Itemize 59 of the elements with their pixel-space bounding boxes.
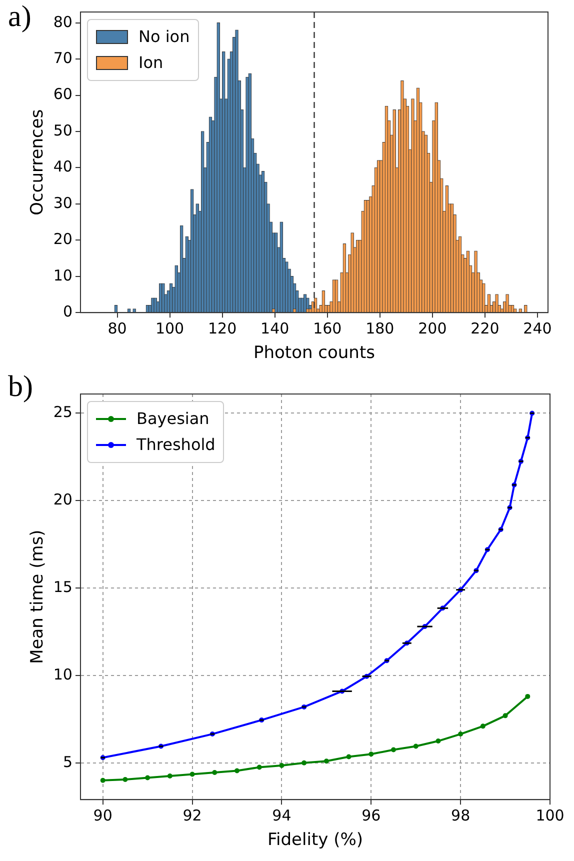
x-tick-label: 120	[208, 319, 237, 338]
point	[480, 724, 486, 729]
y-axis-title: Mean time (ms)	[28, 530, 48, 664]
point	[413, 744, 418, 749]
x-tick-label: 100	[155, 319, 184, 338]
legend-label: Threshold	[136, 434, 216, 456]
x-tick-label: 220	[470, 319, 500, 338]
y-tick-label: 60	[53, 85, 72, 104]
y-tick-label: 0	[62, 302, 72, 320]
point	[212, 770, 218, 775]
point	[458, 732, 464, 737]
y-tick-label: 20	[53, 230, 72, 248]
point	[122, 776, 128, 782]
x-tick-label: 96	[362, 806, 381, 824]
point	[502, 713, 508, 718]
x-tick-label: 98	[451, 806, 470, 824]
point	[346, 754, 352, 760]
y-tick-label: 20	[53, 490, 72, 509]
x-axis-title: Fidelity (%)	[267, 830, 363, 850]
text: a)	[8, 0, 32, 34]
point	[368, 752, 374, 757]
x-tick-label: 100	[536, 806, 564, 824]
x-tick-label: 92	[182, 806, 202, 824]
x-tick-label: 180	[366, 319, 394, 338]
x-tick-label: 80	[108, 319, 127, 338]
point	[145, 775, 150, 780]
y-tick-label: 5	[62, 752, 72, 771]
point	[234, 768, 240, 774]
y-tick-label: 30	[53, 194, 72, 212]
point	[324, 758, 329, 764]
y-tick-label: 80	[53, 12, 72, 31]
y-tick-label: 15	[53, 578, 72, 596]
x-axis-title: Photon counts	[253, 343, 376, 364]
x-tick-label: 90	[93, 806, 112, 824]
point	[525, 694, 530, 699]
y-tick-label: 10	[53, 266, 72, 284]
legend-label: Bayesian	[136, 408, 210, 430]
legend-label: No ion	[138, 26, 190, 48]
y-tick-label: 50	[53, 121, 72, 140]
point	[302, 760, 307, 766]
x-tick-label: 160	[313, 319, 342, 338]
y-tick-label: 70	[53, 48, 72, 67]
point	[190, 772, 195, 777]
x-tick-label: 94	[272, 806, 292, 824]
y-axis-title: Occurrences	[28, 109, 48, 216]
y-tick-label: 25	[53, 403, 72, 422]
point	[167, 774, 172, 778]
point	[436, 738, 441, 744]
text: b)	[8, 370, 33, 404]
x-tick-label: 200	[418, 319, 447, 338]
x-tick-label: 240	[523, 319, 552, 338]
point	[256, 764, 262, 770]
y-tick-label: 40	[53, 158, 72, 176]
legend-label: Ion	[138, 52, 164, 74]
x-tick-label: 140	[260, 319, 290, 338]
point	[100, 778, 106, 783]
y-tick-label: 10	[53, 665, 72, 684]
point	[390, 747, 396, 752]
point	[279, 763, 284, 768]
